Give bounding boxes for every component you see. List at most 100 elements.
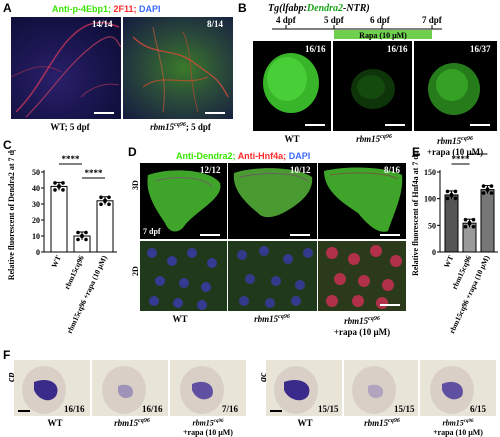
allele: cq96 [213,419,224,424]
panel-b-image-wt [253,41,331,131]
panel-label-c: C [3,138,12,152]
y-axis-label: Relative fluorescent of Dendra2 at 7 dpf [7,150,16,280]
y-tick-label: 0 [36,248,40,257]
panel-b-image-mut [333,41,412,131]
data-point [76,237,80,242]
panel-b-image-rapa [414,41,497,131]
sig-stars: **** [85,168,104,178]
bar [480,189,495,253]
panel-d-2d-wt [140,241,227,311]
sig-stars: **** [62,154,81,164]
gene-name: rbm15 [344,316,369,326]
count-b-wt: 16/16 [305,44,326,54]
panel-a-image-mut [123,17,233,119]
y-tick-label: 50 [32,168,40,177]
scale-bar-d-wt [200,234,220,236]
allele: cq96 [138,418,150,424]
data-point [103,199,107,204]
data-point [485,188,490,192]
gene-name: rbm15 [442,418,464,428]
bar [444,194,459,253]
y-axis-label: Relative fluorescent of Hnf4a at 7 dpf [411,150,420,276]
stage-label: 7 dpf [143,227,161,236]
scale-bar-b-rapa [470,124,490,126]
y-tick-label: 40 [32,184,40,193]
data-point [76,230,80,235]
x-tick-label: WT [442,254,455,269]
rapa-bar [334,30,432,39]
panel-f-gc-wt [266,360,342,416]
count-d-mut: 10/12 [290,165,311,175]
panel-b-timeline: 4 dpf 5 dpf 6 dpf 7 dpf Rapa (10 μM) [272,15,443,40]
y-tick-label: 0 [432,248,436,257]
data-point [463,224,468,229]
bar [96,200,114,253]
legend-dapi: DAPI [288,151,311,161]
y-tick-label: 150 [424,168,436,177]
y-tick-label: 100 [424,195,436,204]
scale-bar-d-mut [290,234,310,236]
scale-bar-b-mut [385,124,405,126]
caption-a-wt: WT; 5 dpf [50,122,90,132]
data-point [445,189,450,194]
panel-a-legend: Anti-p-4Ebp1; 2F11; DAPI [52,4,161,14]
panel-f-gc-rapa [420,360,496,416]
title-gene: lfabp [282,3,304,14]
data-point [57,185,61,189]
count-a-wt: 14/14 [92,19,113,29]
allele: cq96 [278,314,290,320]
y-tick-label: 20 [32,216,40,225]
count-b-mut: 16/16 [387,44,408,54]
gene-name: rbm15 [150,122,175,132]
gene-name: rbm15 [192,418,214,428]
gene-name: rbm15 [356,134,381,144]
panel-label-e: E [412,145,421,159]
timeline-5dpf: 5 dpf [324,15,345,25]
bar [50,185,68,253]
count-f-gc-rapa: 6/15 [470,404,487,414]
data-point [489,191,494,195]
data-point [99,202,103,207]
panel-label-f: F [3,348,11,362]
panel-d-legend: Anti-Dendra2; Anti-Hnf4a; DAPI [176,151,310,161]
wt-liver-texture [11,21,121,118]
count-f-cp-wt: 16/16 [64,404,85,414]
scale-bar-f2 [270,410,282,412]
data-point [481,184,486,188]
data-point [449,193,454,198]
legend-p4ebp1: Anti-p-4Ebp1; [52,4,111,14]
data-point [61,188,65,192]
caption-f1-wt: WT [47,418,63,428]
caption-f2-mut: rbm15cq96 [346,418,418,428]
timeline-4dpf: 4 dpf [276,15,297,25]
title-colon: : [303,3,307,14]
gene-name: rbm15 [114,418,139,428]
data-point [61,181,65,185]
mut-liver-texture [132,26,229,113]
y-tick-label: 50 [428,221,436,230]
panel-label-b: B [238,1,247,15]
row-label-2d: 2D [131,266,140,276]
sig-stars: **** [470,150,489,154]
allele: cq96 [380,134,392,140]
y-tick-label: 30 [32,200,40,209]
data-point [53,181,57,185]
timeline-6dpf: 6 dpf [370,15,391,25]
data-point [84,237,88,242]
legend-dapi: DAPI [139,4,161,14]
legend-2f11: 2F11; [113,4,137,14]
data-point [107,202,111,207]
rapa-label: Rapa (10 μM) [359,31,407,40]
panel-d-3d-wt [140,163,227,239]
count-d-rapa: 8/16 [384,165,401,175]
scale-bar-d-2d [380,304,400,306]
data-point [53,188,57,192]
count-f-cp-rapa: 7/16 [222,404,239,414]
panel-label-d: D [128,145,137,159]
scale-bar-a-mut [205,112,225,114]
scale-bar-f1 [18,410,30,412]
scale-bar-a-wt [94,112,114,114]
data-point [471,217,476,222]
chart-c: Relative fluorescent of Dendra2 at 7 dpf… [7,150,117,335]
scale-bar-b-wt [305,124,325,126]
